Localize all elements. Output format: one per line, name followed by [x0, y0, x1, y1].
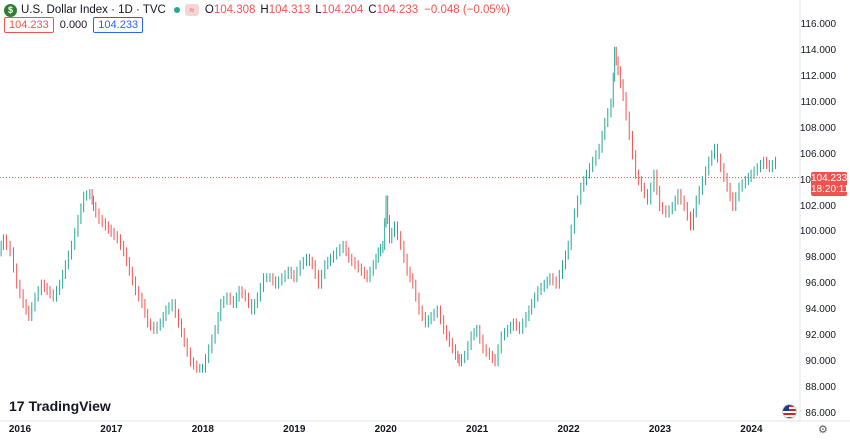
last-price-value: 104.233: [811, 172, 848, 184]
last-price-tag: 104.233 18:20:11: [811, 171, 850, 196]
x-tick-label: 2018: [191, 424, 214, 435]
y-tick-label: 116.000: [800, 19, 836, 31]
y-tick-label: 102.000: [799, 200, 836, 212]
chart-header: $ U.S. Dollar Index · 1D · TVC ≈ O104.30…: [4, 3, 513, 17]
ohlc-readout: O104.308 H104.313 L104.204 C104.233: [203, 4, 421, 16]
ohlc-value: 104.308: [213, 4, 256, 16]
us-flag-icon: [782, 404, 797, 419]
ohlc-value: 104.204: [321, 4, 364, 16]
market-status-icon: [173, 7, 180, 13]
y-tick-label: 112.000: [800, 71, 836, 83]
y-tick-label: 96.000: [805, 278, 836, 290]
x-tick-label: 2019: [283, 424, 306, 435]
y-tick-label: 98.000: [805, 252, 836, 264]
chart-title[interactable]: U.S. Dollar Index · 1D · TVC: [21, 4, 166, 16]
y-tick-label: 114.000: [800, 45, 836, 57]
ohlc-value: 104.313: [268, 4, 311, 16]
indicator-row: 104.233 0.000 104.233: [4, 17, 144, 33]
indicator-value-3[interactable]: 104.233: [93, 17, 144, 33]
y-tick-label: 106.000: [799, 148, 836, 160]
ohlc-label: H: [260, 4, 269, 16]
ohlc-label: L: [315, 4, 322, 16]
y-tick-label: 86.000: [805, 407, 836, 419]
indicator-value-2: 0.000: [59, 19, 88, 31]
x-tick-label: 2017: [100, 424, 123, 435]
y-tick-label: 108.000: [799, 122, 836, 134]
bar-countdown: 18:20:11: [811, 183, 850, 195]
tradingview-logo-text: TradingView: [28, 398, 111, 414]
x-tick-label: 2021: [466, 424, 489, 435]
x-tick-label: 2020: [374, 424, 397, 435]
ohlc-label: C: [368, 4, 377, 16]
ohlc-label: O: [204, 4, 214, 16]
x-tick-label: 2024: [740, 424, 763, 435]
tradingview-logo[interactable]: 17 TradingView: [9, 398, 111, 414]
symbol-logo-icon: $: [4, 3, 17, 17]
y-tick-label: 110.000: [800, 97, 836, 109]
gear-icon[interactable]: ⚙: [818, 424, 828, 436]
x-tick-label: 2022: [557, 424, 580, 435]
ohlc-value: 104.233: [376, 4, 419, 16]
y-tick-label: 100.000: [799, 226, 836, 238]
x-tick-label: 2023: [648, 424, 672, 435]
tradingview-logo-icon: 17: [9, 398, 25, 414]
indicator-value-1[interactable]: 104.233: [4, 17, 54, 33]
x-tick-label: 2016: [8, 424, 32, 435]
y-tick-label: 92.000: [805, 329, 836, 341]
y-tick-label: 88.000: [805, 381, 836, 393]
y-tick-label: 90.000: [805, 355, 836, 367]
change-value: −0.048 (−0.05%): [424, 4, 510, 16]
data-flag-icon: ≈: [184, 4, 199, 16]
y-tick-label: 94.000: [805, 304, 836, 316]
